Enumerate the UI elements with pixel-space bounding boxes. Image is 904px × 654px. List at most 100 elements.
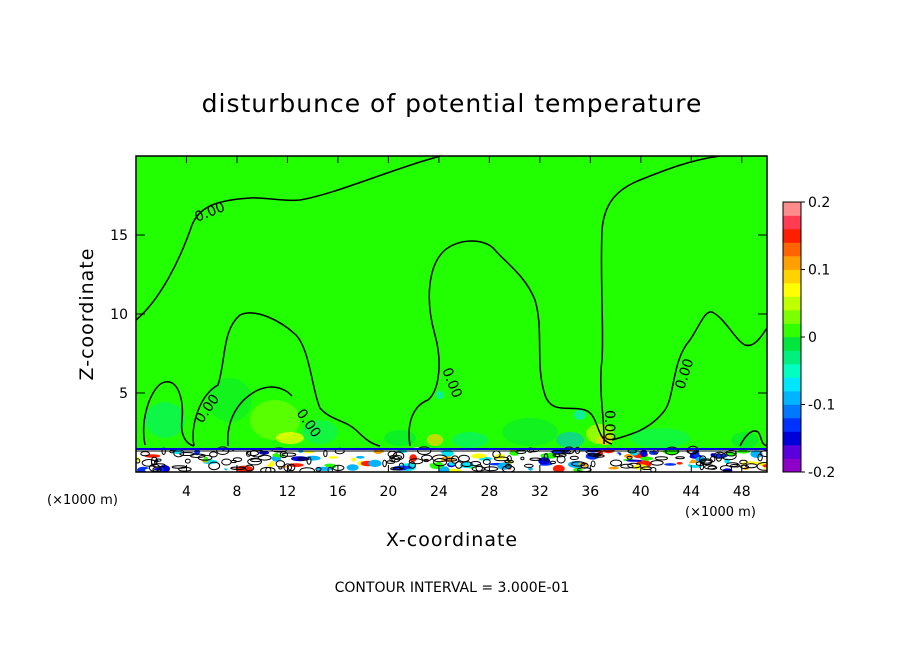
x-tick-label: 44 <box>682 484 700 500</box>
surface-cell <box>194 448 201 456</box>
shade-patch <box>556 432 584 448</box>
colorbar-cell <box>783 431 801 446</box>
surface-contour <box>136 458 141 464</box>
surface-cell <box>319 459 326 465</box>
surface-contour <box>502 465 515 472</box>
surface-contour <box>306 456 312 465</box>
surface-cell <box>750 450 763 458</box>
surface-contour <box>549 460 557 465</box>
surface-contour <box>408 461 416 469</box>
surface-contour <box>299 467 315 472</box>
surface-contour <box>650 460 664 466</box>
surface-cell <box>409 454 418 462</box>
surface-cell <box>368 459 382 467</box>
surface-contour <box>529 457 542 461</box>
colorbar-cell <box>783 404 801 419</box>
surface-cell <box>552 464 565 472</box>
colorbar-cell <box>783 391 801 405</box>
surface-contour <box>493 456 510 462</box>
colorbar-cell <box>783 445 801 459</box>
surface-cell <box>726 452 738 456</box>
surface-cell <box>614 453 620 459</box>
colorbar-cells <box>783 202 801 473</box>
shade-patch <box>250 400 300 440</box>
x-tick-label: 16 <box>329 484 347 500</box>
contour-interval-note: CONTOUR INTERVAL = 3.000E-01 <box>335 580 570 596</box>
colorbar-cell <box>783 458 801 473</box>
colorbar-cell <box>783 323 801 338</box>
contour-line <box>408 240 613 447</box>
surface-cell <box>351 457 356 462</box>
colorbar-cell <box>783 337 801 351</box>
surface-contour <box>610 459 623 467</box>
surface-contour <box>141 459 157 467</box>
surface-contour <box>140 451 150 457</box>
y-tick-label: 5 <box>119 386 128 402</box>
surface-contour <box>155 458 162 462</box>
surface-contour <box>580 462 589 469</box>
surface-contour <box>250 458 262 463</box>
surface-contour <box>699 458 713 464</box>
surface-contour <box>279 451 289 459</box>
surface-cell <box>471 453 487 459</box>
contour-lines <box>136 156 767 447</box>
x-tick-label: 28 <box>480 484 498 500</box>
x-tick-label: 40 <box>632 484 650 500</box>
surface-contour <box>504 459 514 464</box>
colorbar-cell <box>783 202 801 216</box>
surface-contour <box>739 459 748 465</box>
x-tick-label: 32 <box>531 484 549 500</box>
x-tick-label: 4 <box>182 484 191 500</box>
surface-contour <box>455 461 463 469</box>
surface-contour <box>721 451 737 461</box>
surface-contour <box>327 466 333 472</box>
surface-contour <box>386 460 396 464</box>
surface-cell <box>664 463 677 466</box>
surface-contour <box>391 456 401 463</box>
surface-cell <box>676 462 683 465</box>
colorbar-tick-label: 0.1 <box>808 263 830 279</box>
surface-contour <box>392 451 405 461</box>
surface-cell <box>356 455 365 459</box>
y-axis-label: Z-coordinate <box>76 248 98 381</box>
surface-contour <box>675 456 685 460</box>
contour-line <box>192 312 381 447</box>
surface-turbulence <box>136 445 767 472</box>
colorbar-tick-label: 0 <box>808 330 817 346</box>
surface-contour <box>323 449 328 458</box>
surface-cell <box>711 453 728 458</box>
x-axis-ticks: 4 8 12 16 20 24 28 32 36 40 44 48 <box>182 156 751 500</box>
surface-contour <box>423 458 429 463</box>
surface-contour <box>257 454 272 461</box>
shade-patch <box>208 378 252 422</box>
surface-contour <box>471 466 486 472</box>
shade-patch <box>502 418 558 446</box>
surface-contour <box>179 452 195 456</box>
contour-line <box>142 381 195 447</box>
colorbar-cell <box>783 269 801 284</box>
surface-contour <box>278 466 283 470</box>
shade-patch <box>452 432 488 448</box>
colorbar-cell <box>783 229 801 243</box>
surface-cell <box>328 456 339 459</box>
x-axis-label: X-coordinate <box>386 529 518 551</box>
surface-contour <box>315 467 322 472</box>
surface-contour <box>713 451 727 459</box>
colorbar-cell <box>783 283 801 297</box>
surface-cell <box>255 462 269 466</box>
colorbar-cell <box>783 350 801 365</box>
surface-contour <box>719 465 733 472</box>
colorbar-tick-label: 0.2 <box>808 195 830 211</box>
shade-patch <box>145 402 185 438</box>
surface-contour <box>725 449 737 457</box>
surface-cell <box>533 462 541 467</box>
surface-contour <box>523 463 534 468</box>
surface-contour <box>209 451 218 458</box>
x-unit-label: (×1000 m) <box>685 505 756 520</box>
surface-contour <box>745 463 758 469</box>
surface-contour <box>543 453 549 462</box>
colorbar-cell <box>783 377 801 392</box>
surface-contour <box>390 467 403 471</box>
surface-cell <box>528 467 533 471</box>
surface-cell <box>578 462 583 466</box>
